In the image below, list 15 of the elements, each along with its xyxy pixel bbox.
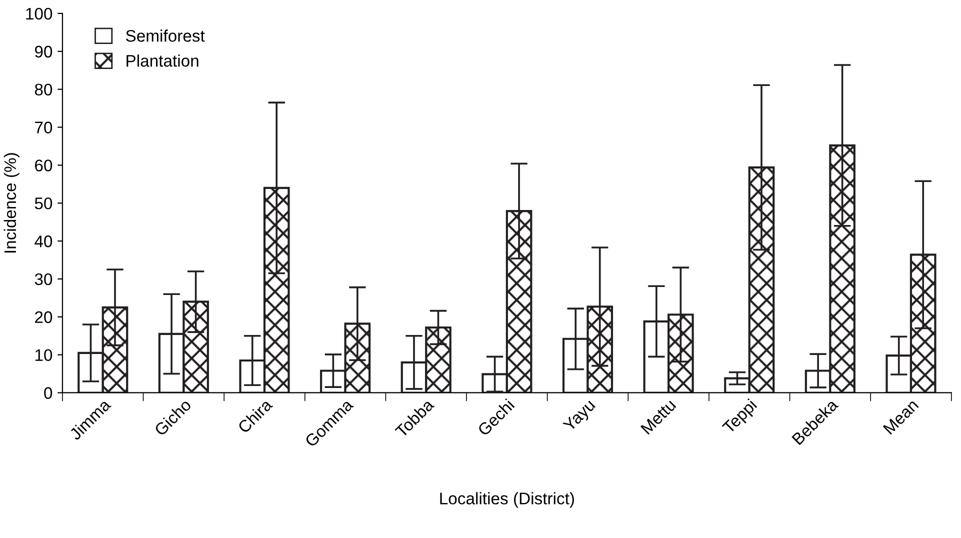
y-tick-label: 20 bbox=[35, 311, 52, 324]
y-tick-label: 60 bbox=[35, 160, 52, 172]
x-axis-title: Localities (District) bbox=[440, 492, 574, 508]
y-tick-label: 40 bbox=[34, 235, 52, 248]
y-tick-label: 50 bbox=[34, 197, 52, 210]
y-tick-label: 30 bbox=[34, 273, 52, 286]
y-tick-label: 80 bbox=[34, 84, 52, 96]
y-tick-label: 70 bbox=[35, 122, 52, 134]
y-tick-label: 10 bbox=[35, 349, 52, 362]
legend-label: Plantation bbox=[126, 54, 198, 67]
y-tick-label: 0 bbox=[44, 387, 52, 399]
y-axis-title: Incidence (%) bbox=[4, 153, 20, 252]
legend-label: Semiforest bbox=[126, 30, 205, 42]
y-tick-label: 90 bbox=[34, 46, 52, 58]
y-tick-label: 100 bbox=[26, 8, 52, 20]
